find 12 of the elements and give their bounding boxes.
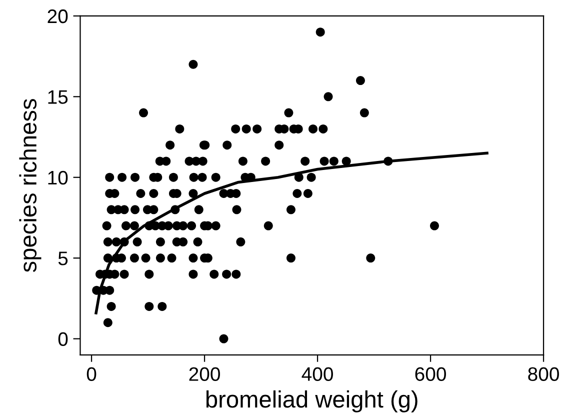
x-tick-label: 800: [528, 367, 559, 381]
y-tick-label: 10: [48, 170, 68, 185]
x-axis-title: bromeliad weight (g): [206, 390, 418, 412]
y-tick-label: 5: [58, 252, 68, 266]
y-axis-title: species richness: [19, 99, 42, 272]
x-tick-label: 400: [302, 367, 333, 381]
x-tick-label: 600: [415, 367, 446, 381]
x-tick-label: 0: [86, 367, 96, 381]
y-tick-label: 15: [48, 90, 68, 104]
x-tick-label: 200: [189, 367, 220, 381]
y-tick-label: 0: [58, 332, 68, 346]
y-tick-label: 20: [48, 9, 68, 24]
